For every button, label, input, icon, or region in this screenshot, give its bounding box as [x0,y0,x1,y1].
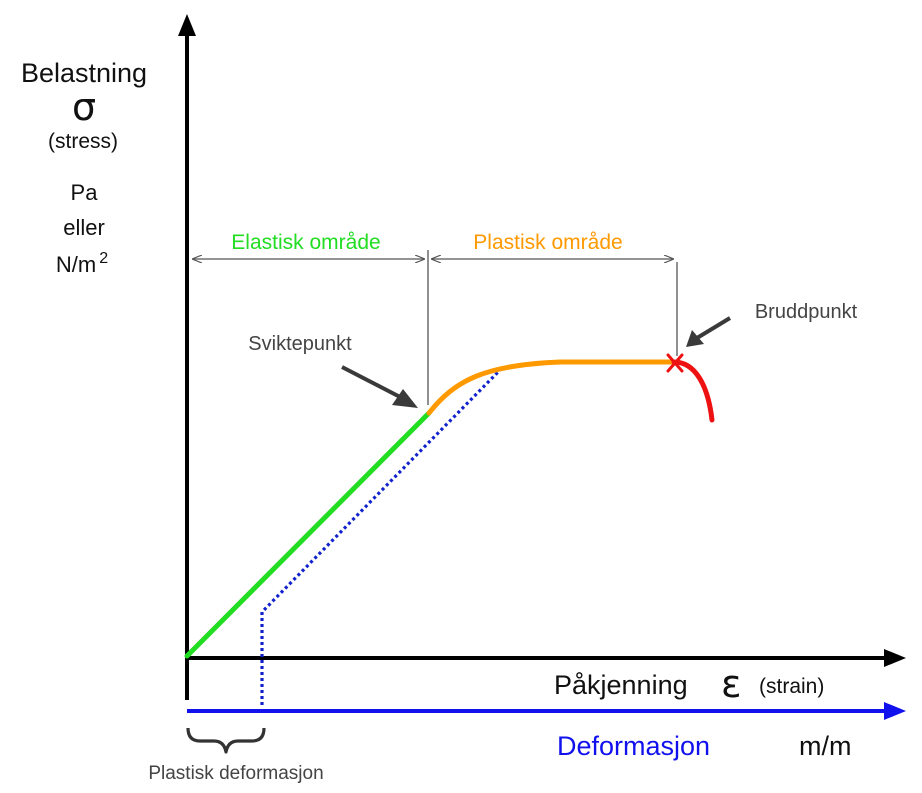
y-axis-title: Belastning [21,58,147,88]
plastic-region-label: Plastisk område [473,231,622,254]
fracture-curve [671,359,715,423]
x-axis-symbol: ε [721,662,742,706]
deformation-axis-label: Deformasjon [557,731,710,761]
elastic-curve [184,410,432,659]
fracture-point-arrow [686,316,732,347]
deformation-axis-arrowhead [884,702,906,720]
plastic-deformation-brace [186,727,266,754]
y-axis-unit-line3: N/m 2 [56,250,108,277]
x-axis-subtitle: (strain) [759,675,824,698]
plastic-deformation-label: Plastisk deformasjon [148,763,323,784]
yield-point-label: Sviktepunkt [248,333,352,355]
plastic-curve [426,359,677,416]
x-axis-title: Påkjenning [554,670,688,700]
fracture-x-marker [666,353,684,373]
elastic-region-label: Elastisk område [231,231,380,254]
y-axis-subtitle: (stress) [48,130,118,153]
yield-point-arrow [341,365,418,408]
y-axis-unit-base: N/m [56,252,96,277]
unloading-dotted-line [260,366,504,705]
y-axis-unit-exponent: 2 [99,250,108,267]
fracture-point-label: Bruddpunkt [755,301,858,323]
y-axis-symbol: σ [72,85,96,129]
x-axis-unit: m/m [799,731,851,761]
y-axis-unit-line1: Pa [71,180,99,205]
y-axis-unit-line2: eller [63,215,105,240]
y-axis-arrowhead [178,14,196,36]
x-axis-arrowhead [884,649,906,667]
